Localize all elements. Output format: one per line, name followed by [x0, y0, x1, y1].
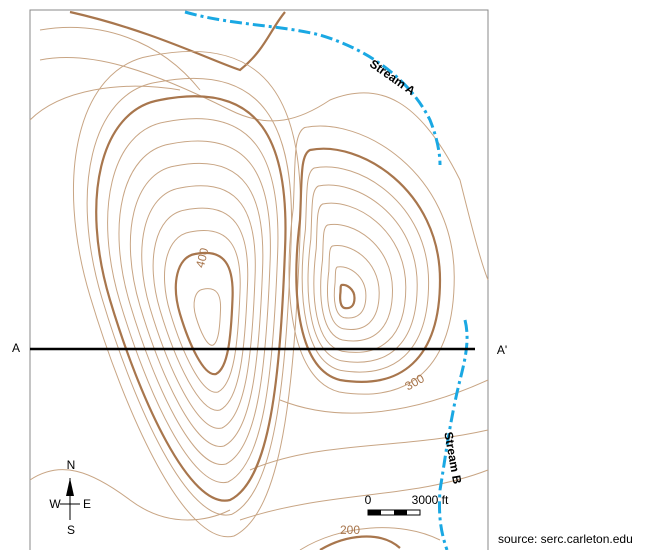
compass-label: N	[67, 458, 76, 472]
compass-label: E	[83, 497, 91, 511]
scale-label: 3000 ft	[412, 493, 449, 507]
map-frame	[30, 10, 488, 550]
map: Stream A Stream B 400 300 200 A A' N S W…	[0, 0, 668, 550]
compass-label: S	[67, 523, 75, 537]
compass-label: W	[49, 497, 61, 511]
source: source: serc.carleton.edu	[498, 532, 633, 546]
contour-label: 200	[340, 523, 360, 537]
cross-section-label: A'	[497, 343, 507, 357]
cross-section-label: A	[12, 341, 20, 355]
scale-bar	[368, 510, 420, 515]
scale-label: 0	[365, 493, 372, 507]
